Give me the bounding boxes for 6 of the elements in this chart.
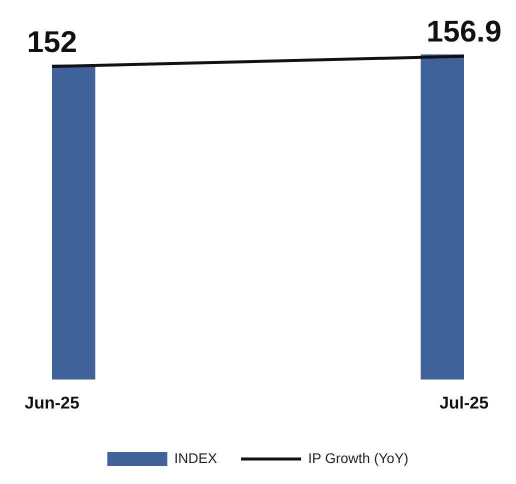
legend-label: IP Growth (YoY) [308,450,408,466]
x-tick-label: Jul-25 [439,393,489,412]
x-tick-label: Jun-25 [24,393,80,412]
legend-label: INDEX [174,450,218,466]
data-label: 156.9 [426,16,502,49]
data-label: 152 [26,26,78,59]
